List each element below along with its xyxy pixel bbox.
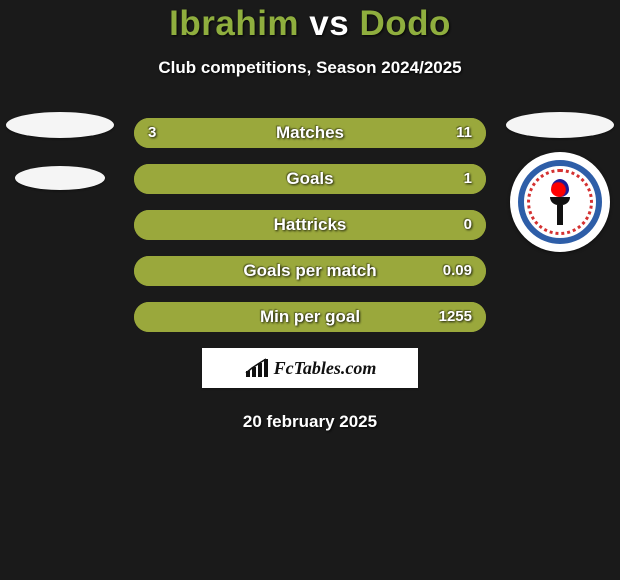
title-player1: Ibrahim: [169, 4, 299, 43]
comparison-area: 311Matches 1Goals 0Hattricks 0.09Goals per …: [0, 118, 620, 332]
stat-bar: 1255Min per goal: [134, 302, 486, 332]
player2-photo-placeholder: [506, 112, 614, 138]
stat-label: Min per goal: [134, 302, 486, 332]
brand-chart-icon: [244, 357, 270, 379]
stat-bars: 311Matches 1Goals 0Hattricks 0.09Goals per …: [134, 118, 486, 332]
club-badge-torch-icon: [550, 179, 570, 225]
stat-label: Hattricks: [134, 210, 486, 240]
brand-text: FcTables.com: [274, 358, 377, 379]
stat-bar: 0Hattricks: [134, 210, 486, 240]
player2-club-badge: [510, 152, 610, 252]
player1-column: [0, 98, 120, 190]
brand-box[interactable]: FcTables.com: [202, 348, 418, 388]
comparison-card: Ibrahim vs Dodo Club competitions, Seaso…: [0, 0, 620, 432]
stat-bar: 0.09Goals per match: [134, 256, 486, 286]
title-player2: Dodo: [359, 4, 450, 43]
stat-bar: 1Goals: [134, 164, 486, 194]
subtitle: Club competitions, Season 2024/2025: [0, 58, 620, 78]
player2-column: [500, 98, 620, 252]
player1-photo-placeholder: [6, 112, 114, 138]
player1-club-placeholder: [15, 166, 105, 190]
date-text: 20 february 2025: [0, 412, 620, 432]
stat-bar: 311Matches: [134, 118, 486, 148]
page-title: Ibrahim vs Dodo: [0, 4, 620, 44]
stat-label: Goals: [134, 164, 486, 194]
stat-label: Matches: [134, 118, 486, 148]
stat-label: Goals per match: [134, 256, 486, 286]
title-vs: vs: [309, 4, 349, 43]
